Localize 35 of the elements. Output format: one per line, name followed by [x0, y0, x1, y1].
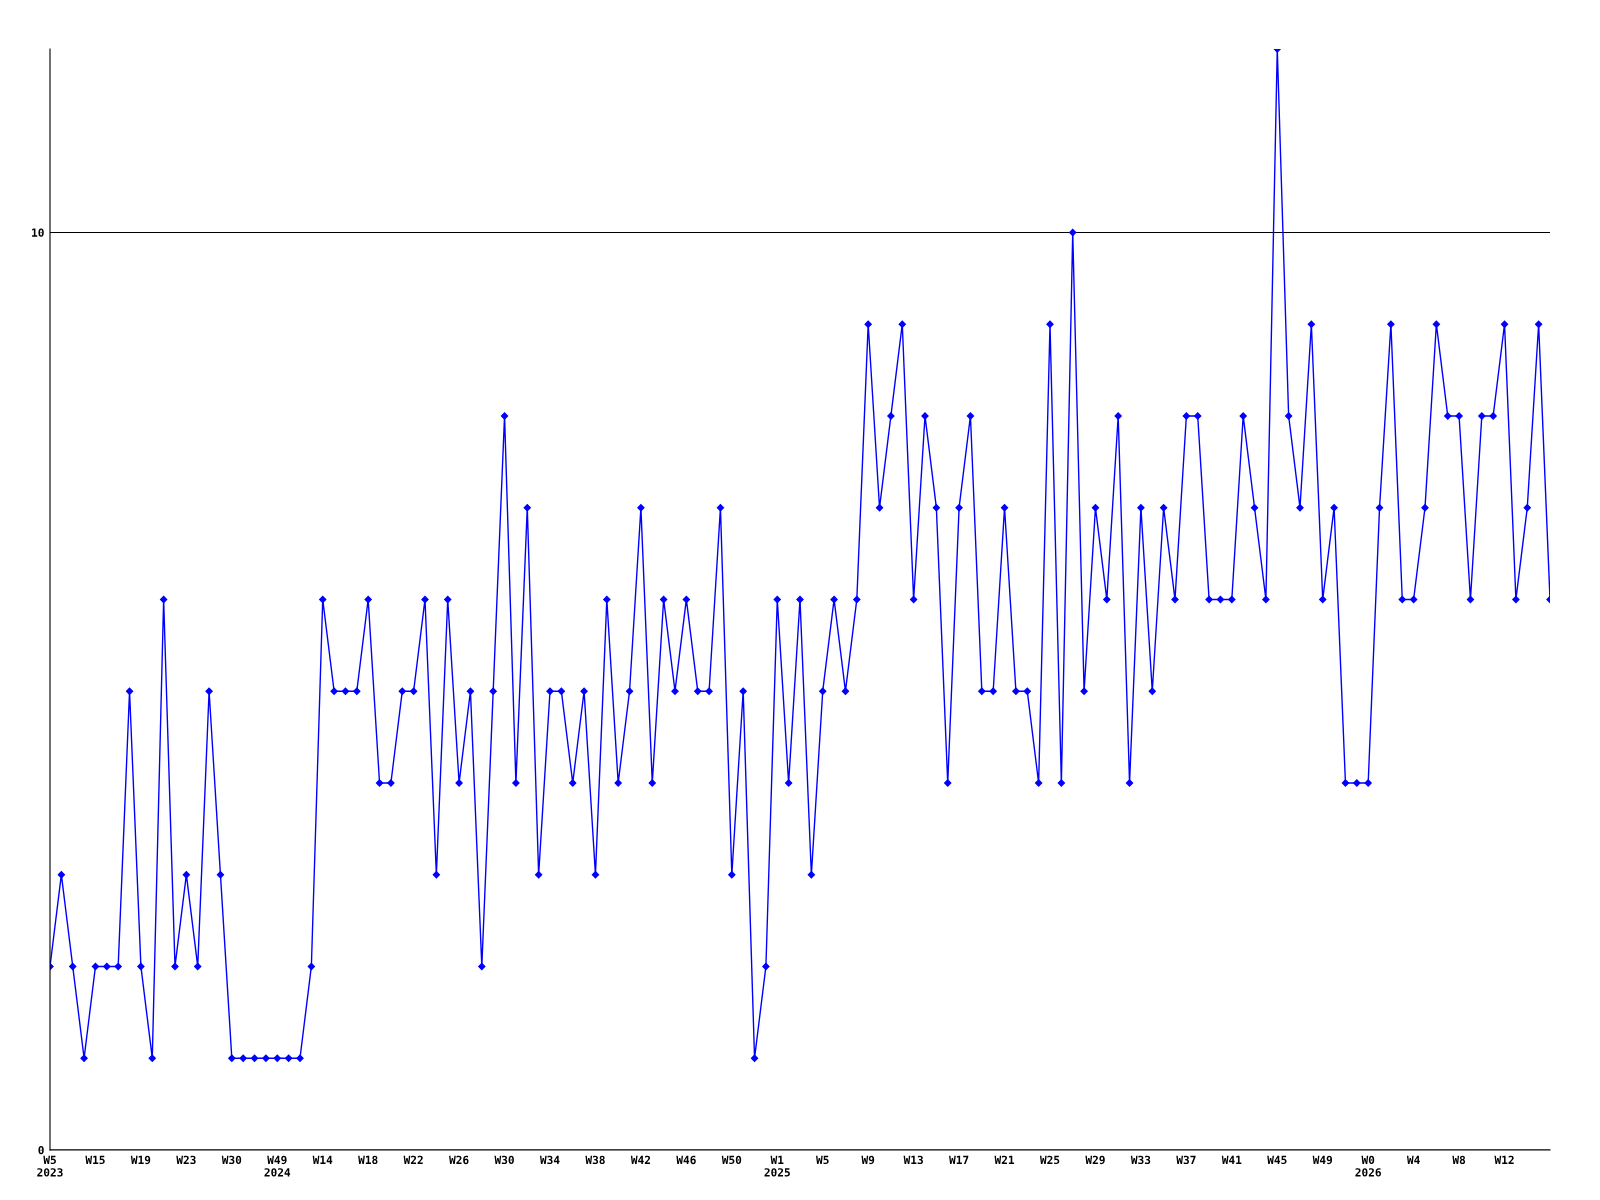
x-tick-label: W50: [721, 1155, 742, 1165]
y-tick-label: 0: [38, 1145, 44, 1155]
x-tick-label: W37: [1176, 1155, 1196, 1165]
x-tick-label: W14: [312, 1155, 333, 1164]
x-tick-label: W41: [1221, 1155, 1242, 1164]
x-tick-label: W45: [1267, 1155, 1287, 1165]
x-tick-label: W29: [1085, 1155, 1105, 1165]
x-tick-label: W25: [1039, 1155, 1060, 1165]
x-tick-label: W18: [358, 1155, 378, 1165]
x-tick-label: W49 2024: [264, 1155, 291, 1177]
x-tick-label: W12: [1494, 1155, 1514, 1164]
x-tick-label: W30: [221, 1155, 242, 1165]
x-tick-label: W9: [861, 1155, 875, 1165]
x-tick-label: W8: [1452, 1155, 1466, 1165]
x-tick-label: W19: [130, 1155, 151, 1165]
x-tick-label: W30: [494, 1155, 514, 1165]
x-tick-label: W21: [994, 1155, 1015, 1164]
x-tick-label: W26: [449, 1155, 469, 1165]
x-tick-label: W42: [630, 1155, 651, 1164]
x-tick-label: W34: [539, 1155, 560, 1165]
x-tick-label: W22: [403, 1155, 423, 1164]
x-tick-label: W23: [176, 1155, 196, 1165]
x-tick-label: W13: [903, 1155, 923, 1165]
x-tick-label: W1 2025: [764, 1155, 790, 1177]
x-tick-label: W4: [1406, 1155, 1420, 1164]
x-tick-label: W5 2023: [37, 1155, 63, 1177]
y-tick-label: 10: [32, 228, 44, 237]
x-tick-label: W33: [1130, 1155, 1151, 1165]
x-tick-label: W0 2026: [1355, 1155, 1381, 1177]
x-tick-label: W46: [676, 1155, 696, 1165]
x-tick-label: W15: [85, 1155, 105, 1165]
x-tick-label: W5: [816, 1155, 829, 1165]
x-tick-label: W49: [1312, 1155, 1333, 1165]
x-tick-label: W38: [585, 1155, 605, 1165]
x-tick-label: W17: [949, 1155, 969, 1164]
